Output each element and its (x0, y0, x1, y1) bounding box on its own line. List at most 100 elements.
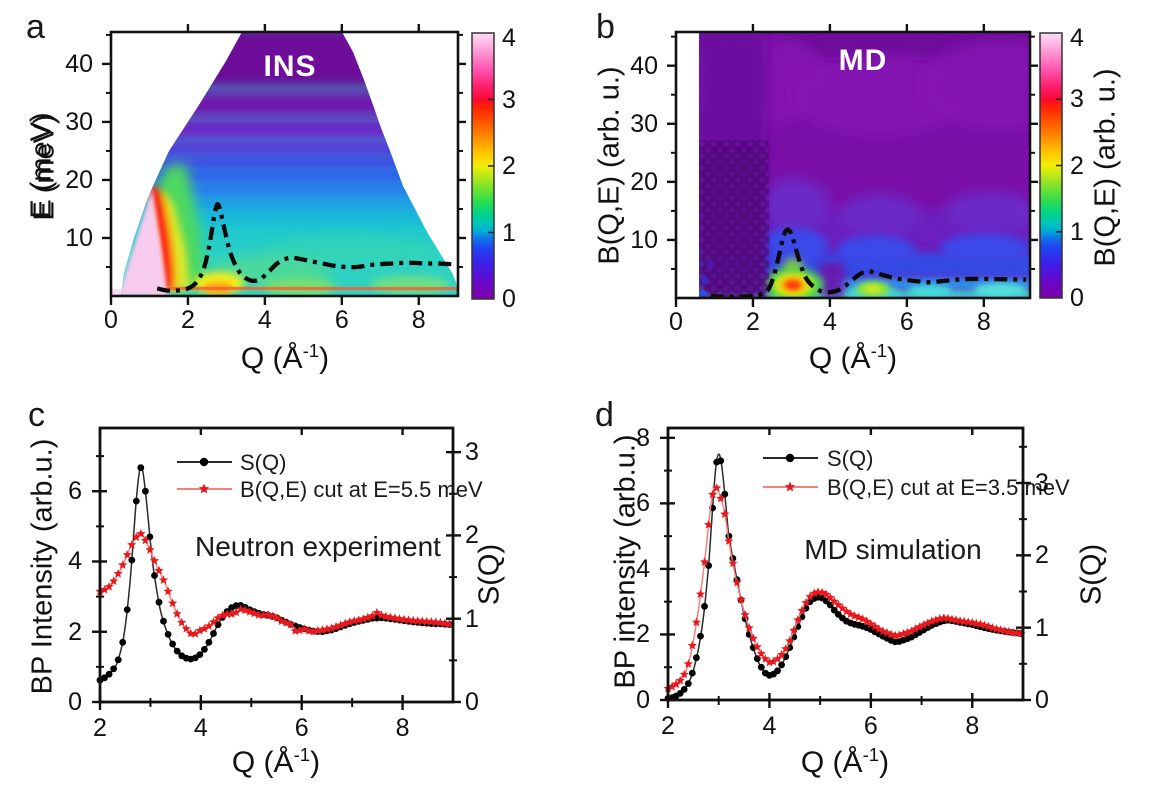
panel-letter-d: d (595, 396, 614, 434)
colorbar-tick-label-a: 0 (502, 285, 516, 313)
marker-star-d (699, 557, 710, 566)
marker-star-c (131, 532, 141, 542)
marker-star-c (145, 545, 155, 554)
marker-star-c (140, 535, 150, 545)
marker-star-d (671, 679, 681, 689)
marker-circle-c (114, 656, 122, 664)
marker-star-d (797, 605, 807, 615)
marker-star-c (231, 607, 241, 617)
marker-circle-d (701, 602, 708, 610)
marker-star-c (440, 618, 450, 628)
marker-circle-c (146, 533, 154, 541)
marker-circle-c (151, 572, 158, 579)
marker-star-c (100, 585, 110, 594)
xlabel-d: Q (Å-1) (800, 744, 890, 779)
marker-star-d (789, 625, 799, 635)
xlabel-c: Q (Å-1) (231, 744, 321, 779)
marker-star-d (833, 600, 843, 609)
marker-star-c (263, 609, 273, 619)
panel-letter-b: b (596, 8, 615, 46)
marker-star-d (720, 509, 730, 519)
y-tick-label-a: 40 (65, 49, 93, 78)
marker-star-c (127, 540, 137, 549)
marker-circle-c (201, 646, 208, 653)
marker-star-c (118, 560, 128, 569)
marker-circle-d (826, 601, 834, 609)
marker-star-d (675, 675, 685, 685)
marker-circle-c (196, 651, 204, 658)
marker-star-c (172, 609, 182, 618)
x-tick-label-a: 0 (104, 306, 118, 334)
yr-tick-label-d: 1 (1035, 613, 1049, 642)
marker-star-c (390, 613, 400, 622)
marker-star-c (213, 613, 223, 622)
marker-star-c (345, 617, 355, 626)
marker-star-d (724, 536, 734, 545)
annotation-c: Neutron experiment (195, 531, 441, 562)
x-tick-label-c: 4 (193, 714, 208, 742)
x-tick-label-d: 4 (762, 712, 777, 740)
marker-star-c (413, 616, 423, 625)
marker-star-d (748, 633, 758, 643)
marker-star-c (435, 617, 445, 627)
plot-frame-d (666, 426, 1025, 702)
legend-d-series-1: S(Q) (827, 446, 874, 471)
marker-circle-c (160, 617, 167, 625)
marker-star-d (919, 620, 929, 629)
x-tick-label-d: 2 (661, 712, 675, 740)
marker-star-c (204, 621, 214, 630)
colorbar-tick-label-a: 3 (502, 85, 516, 114)
marker-star-c (186, 628, 196, 638)
marker-star-d (760, 654, 770, 663)
yl-tick-label-d: 2 (636, 620, 650, 649)
x-tick-label-b: 8 (976, 308, 991, 336)
colorbar-tick-label-b: 1 (1070, 217, 1084, 246)
panel-letter-c: c (28, 396, 45, 434)
marker-star-d (691, 617, 701, 627)
x-tick-label-b: 6 (899, 308, 914, 336)
marker-circle-d (688, 669, 696, 677)
marker-circle-c (142, 487, 149, 495)
colorbar-tick-label-a: 1 (502, 218, 516, 247)
marker-star-d (906, 626, 916, 636)
heatmap-a-red-baseline (167, 286, 458, 291)
marker-star-c (177, 617, 187, 627)
marker-star-c (385, 612, 395, 622)
legend-marker-star-c (198, 483, 210, 494)
marker-star-d (704, 519, 714, 529)
yr-tick-label-c: 0 (465, 688, 479, 716)
marker-star-d (695, 589, 705, 598)
marker-star-c (199, 624, 209, 633)
marker-star-d (740, 610, 750, 619)
marker-circle-c (119, 638, 127, 646)
marker-circle-d (774, 667, 781, 675)
marker-circle-d (721, 490, 729, 498)
x-tick-label-b: 2 (746, 308, 760, 336)
series-line-d-1 (667, 485, 1024, 690)
marker-star-c (113, 569, 123, 578)
marker-star-c (399, 614, 409, 624)
marker-star-d (785, 636, 795, 645)
marker-star-d (768, 656, 779, 666)
x-tick-label-d: 8 (965, 712, 980, 740)
heatmap-a-field (111, 32, 458, 296)
yl-tick-label-d: 0 (636, 686, 650, 714)
marker-star-d (752, 642, 762, 651)
x-tick-label-a: 6 (334, 306, 349, 334)
marker-star-c (208, 617, 218, 626)
x-tick-label-a: 4 (257, 306, 272, 334)
marker-star-c (154, 565, 164, 575)
marker-circle-c (210, 630, 217, 637)
marker-star-d (712, 483, 722, 492)
yr-tick-label-d: 2 (1035, 541, 1049, 570)
y-tick-label-b: 10 (630, 225, 658, 254)
plot-frame-b (674, 30, 1032, 300)
marker-circle-c (205, 638, 213, 646)
marker-star-d (708, 489, 718, 499)
marker-star-d (764, 657, 774, 667)
marker-star-c (431, 617, 441, 627)
annotation-d: MD simulation (804, 534, 982, 565)
marker-star-c (104, 582, 114, 591)
